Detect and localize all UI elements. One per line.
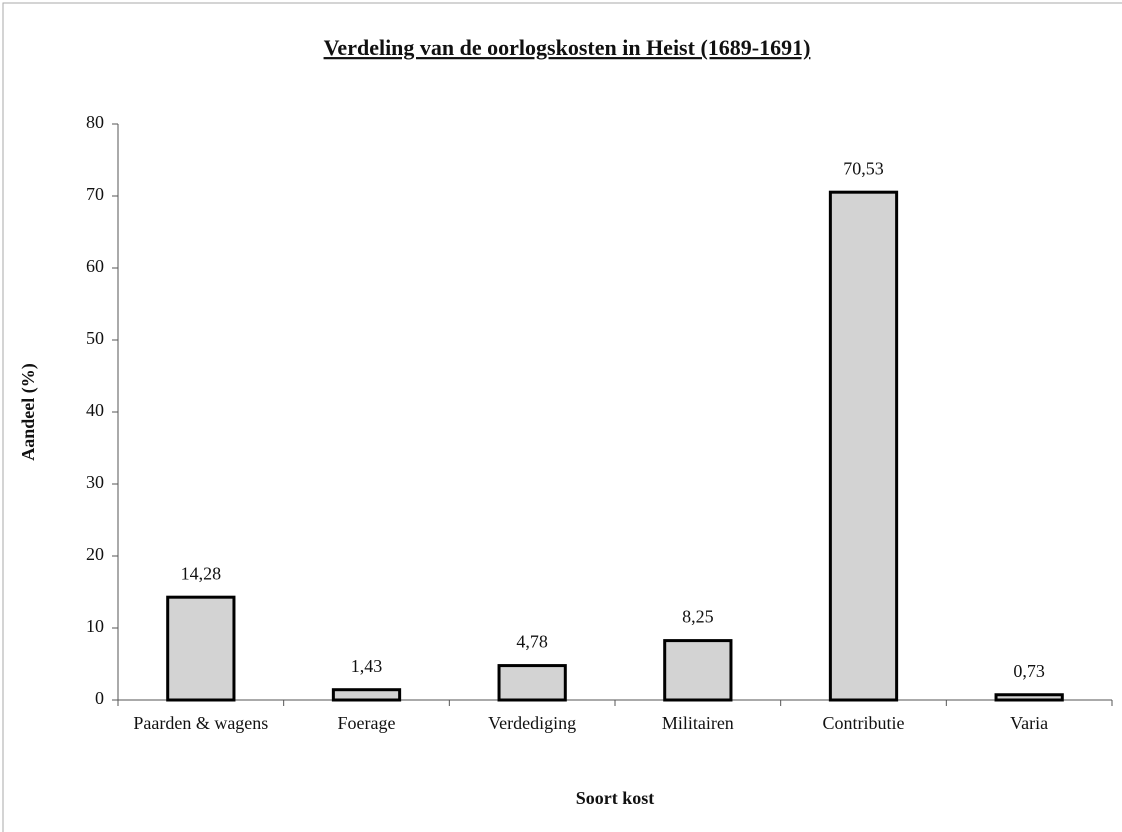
bar (994, 693, 1064, 702)
y-tick-label: 0 (95, 688, 104, 708)
bar (166, 595, 236, 702)
y-tick-label: 50 (86, 328, 104, 348)
bar (663, 639, 733, 702)
y-tick-label: 40 (86, 400, 104, 420)
bar (828, 190, 899, 702)
y-tick-label: 80 (86, 112, 104, 132)
x-tick-label: Foerage (337, 713, 396, 733)
data-label: 1,43 (351, 656, 383, 676)
x-tick-label-box: Foerage (337, 713, 396, 733)
data-label: 4,78 (516, 632, 548, 652)
data-label: 70,53 (843, 158, 884, 178)
x-tick-label-box: Contributie (822, 713, 905, 733)
x-tick-label: Militairen (661, 713, 734, 733)
y-tick-label: 60 (86, 256, 104, 276)
data-label: 0,73 (1013, 661, 1045, 681)
y-axis-label: Aandeel (%) (18, 363, 39, 461)
bar (497, 664, 567, 702)
data-label: 14,28 (181, 563, 222, 583)
x-tick-label-box: Varia (1010, 713, 1049, 733)
x-tick-label-box: Verdediging (488, 713, 577, 733)
chart-title: Verdeling van de oorlogskosten in Heist … (324, 35, 811, 60)
x-tick-label: Paarden & wagens (133, 713, 269, 733)
x-tick-label: Verdediging (488, 713, 577, 733)
x-tick-label-box: Militairen (661, 713, 734, 733)
x-axis-label: Soort kost (576, 788, 655, 808)
y-tick-label: 20 (86, 544, 104, 564)
x-tick-label-box: Paarden & wagens (133, 713, 269, 733)
y-tick-label: 30 (86, 472, 104, 492)
x-tick-label: Varia (1010, 713, 1049, 733)
y-tick-label: 70 (86, 184, 104, 204)
y-tick-label: 10 (86, 616, 104, 636)
x-tick-label: Contributie (822, 713, 905, 733)
data-label: 8,25 (682, 607, 714, 627)
bar (331, 688, 402, 702)
